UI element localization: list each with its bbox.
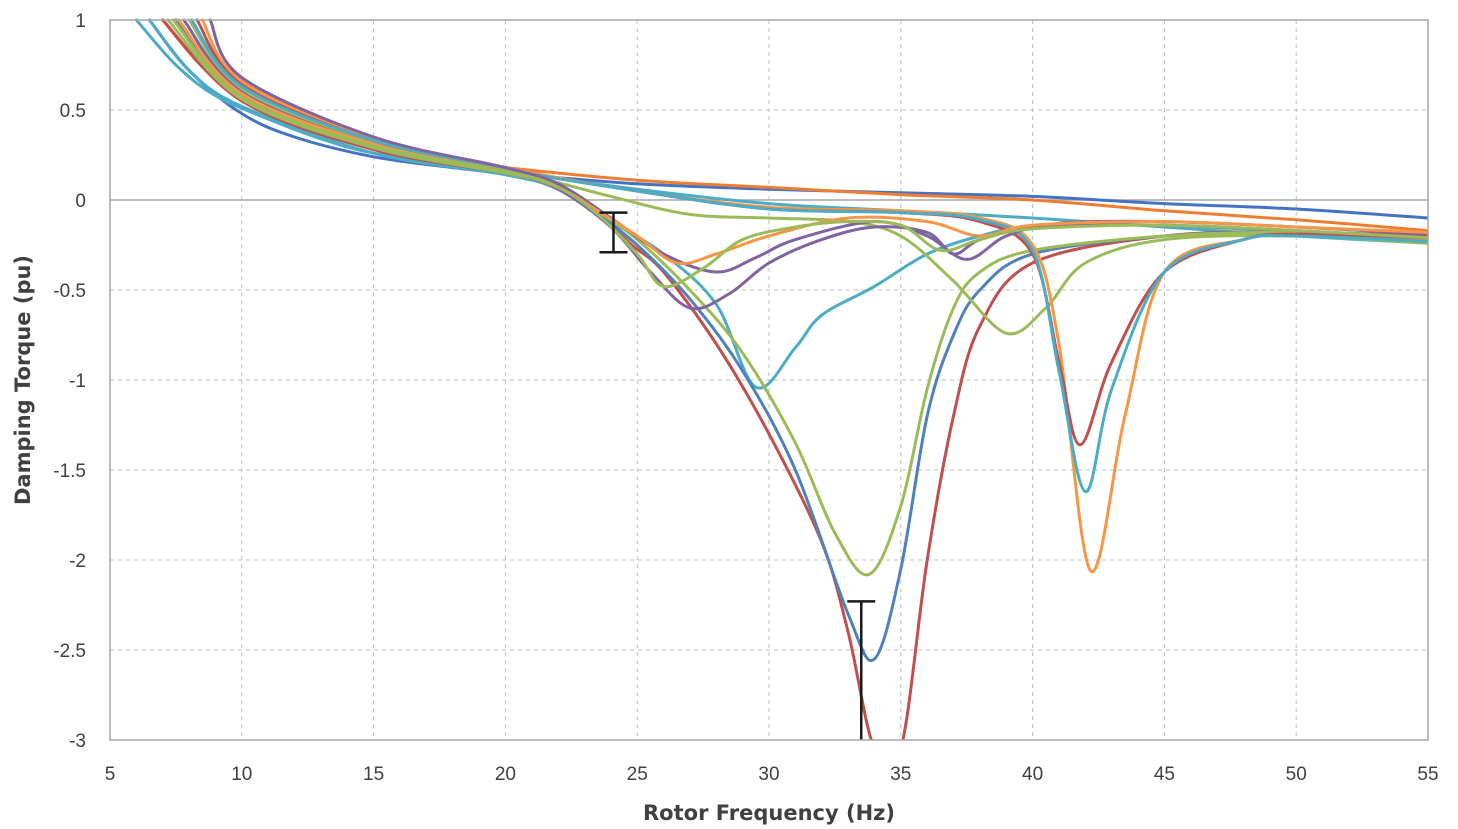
- x-tick-label: 20: [495, 764, 516, 785]
- x-axis-title: Rotor Frequency (Hz): [643, 801, 895, 825]
- y-tick-labels: 1 0.5 0 -0.5 -1 -1.5 -2 -2.5 -3: [53, 11, 86, 752]
- y-tick-label: -0.5: [53, 281, 86, 302]
- series-line-12: [182, 18, 1428, 311]
- x-tick-label: 50: [1286, 764, 1307, 785]
- x-tick-label: 40: [1022, 764, 1043, 785]
- y-tick-label: 1: [75, 11, 86, 32]
- x-tick-label: 45: [1154, 764, 1175, 785]
- x-tick-labels: 5 10 15 20 25 30 35 40 45 50 55: [105, 764, 1439, 785]
- x-tick-label: 10: [231, 764, 252, 785]
- series-line-7: [166, 18, 1428, 577]
- series-line-11: [190, 18, 1428, 494]
- x-tick-label: 15: [363, 764, 384, 785]
- series-lines: [134, 18, 1428, 740]
- x-tick-label: 35: [890, 764, 911, 785]
- x-tick-label: 25: [627, 764, 648, 785]
- y-tick-label: -2.5: [53, 641, 86, 662]
- series-line-1: [148, 18, 1428, 220]
- y-tick-label: -1: [69, 371, 86, 392]
- y-axis-title: Damping Torque (pu): [11, 255, 35, 505]
- y-tick-label: -3: [69, 731, 86, 752]
- series-line-15: [171, 18, 1428, 289]
- grid-lines: [110, 20, 1428, 740]
- series-line-2: [161, 18, 1428, 233]
- x-tick-label: 30: [758, 764, 779, 785]
- y-tick-label: 0.5: [60, 101, 86, 122]
- range-markers: [599, 211, 876, 740]
- plot-frame: [109, 19, 1429, 741]
- series-line-8: [187, 18, 1428, 336]
- y-tick-label: 0: [75, 191, 86, 212]
- y-tick-label: -2: [69, 551, 86, 572]
- x-tick-label: 55: [1417, 764, 1438, 785]
- x-tick-label: 5: [105, 764, 116, 785]
- y-tick-label: -1.5: [53, 461, 86, 482]
